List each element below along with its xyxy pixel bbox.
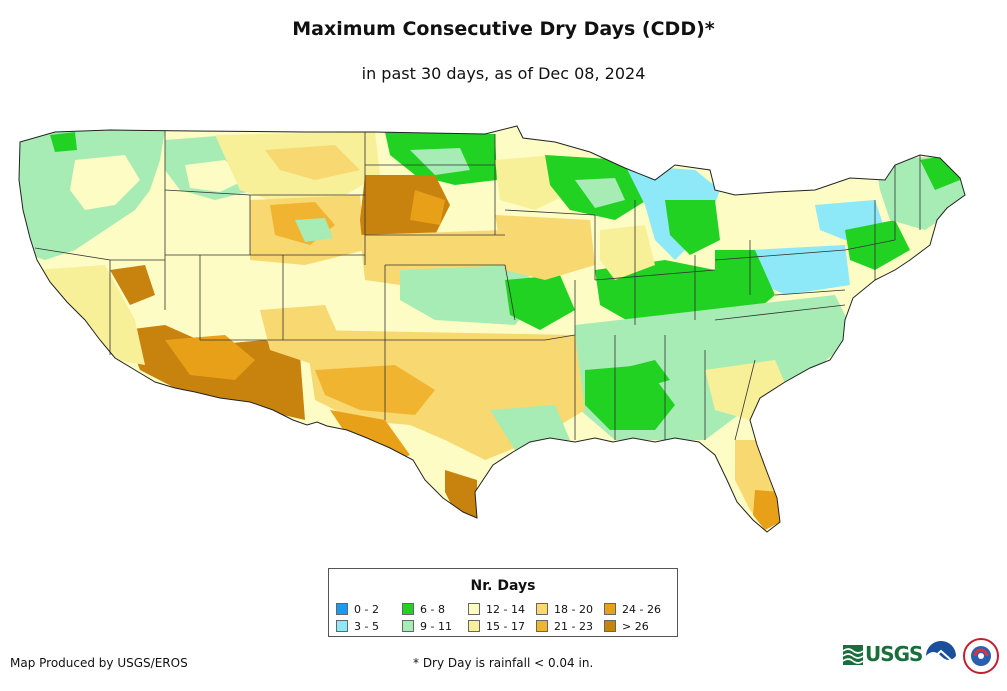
cdd-region <box>575 178 625 208</box>
map-panel <box>15 120 990 540</box>
legend-item: 0 - 2 <box>336 603 379 616</box>
legend-item: 21 - 23 <box>536 620 593 633</box>
usgs-wordmark: USGS <box>865 642 923 666</box>
legend-label: 12 - 14 <box>486 603 525 616</box>
cdd-region <box>753 490 780 530</box>
legend-item: > 26 <box>604 620 649 633</box>
legend-label: 15 - 17 <box>486 620 525 633</box>
cdd-region <box>600 225 655 280</box>
cdd-region <box>410 148 470 175</box>
legend-swatch <box>604 620 616 632</box>
cdd-region <box>665 200 720 255</box>
cdd-region <box>615 360 670 390</box>
legend-item: 15 - 17 <box>468 620 525 633</box>
legend-label: > 26 <box>622 620 649 633</box>
legend-swatch <box>468 603 480 615</box>
legend-item: 24 - 26 <box>604 603 661 616</box>
legend-swatch <box>604 603 616 615</box>
legend-swatch <box>468 620 480 632</box>
legend-item: 6 - 8 <box>402 603 445 616</box>
legend-label: 0 - 2 <box>354 603 379 616</box>
legend-swatch <box>536 620 548 632</box>
noaa-logo <box>926 641 956 672</box>
legend-label: 9 - 11 <box>420 620 452 633</box>
legend-title: Nr. Days <box>470 578 536 594</box>
cdd-region <box>50 132 77 152</box>
credit-text: Map Produced by USGS/EROS <box>10 656 188 670</box>
cdd-region <box>265 145 360 180</box>
cdd-region <box>70 155 140 210</box>
cdd-region <box>110 265 155 305</box>
cdd-region <box>295 218 333 242</box>
map-subtitle: in past 30 days, as of Dec 08, 2024 <box>361 64 646 83</box>
legend-item: 12 - 14 <box>468 603 525 616</box>
nws-logo <box>963 638 999 674</box>
cdd-region <box>165 335 255 380</box>
cdd-region <box>35 265 145 365</box>
map-title: Maximum Consecutive Dry Days (CDD)* <box>292 18 715 40</box>
usgs-logo: USGS <box>843 642 923 668</box>
state-borders <box>34 131 921 441</box>
conus-map <box>18 125 966 533</box>
cdd-region <box>845 220 910 270</box>
legend-label: 18 - 20 <box>554 603 593 616</box>
cdd-region <box>505 275 575 330</box>
cdd-region <box>495 215 595 280</box>
legend-item: 3 - 5 <box>336 620 379 633</box>
usgs-wave-icon <box>843 645 863 665</box>
legend-label: 21 - 23 <box>554 620 593 633</box>
legend: Nr. Days 0 - 2 3 - 5 6 - 8 9 - 11 12 - 14 15 … <box>328 568 678 637</box>
cdd-data-layer <box>19 130 965 530</box>
legend-swatch <box>536 603 548 615</box>
cdd-region <box>410 190 445 225</box>
legend-item: 18 - 20 <box>536 603 593 616</box>
legend-swatch <box>402 603 414 615</box>
cdd-region <box>750 245 850 295</box>
legend-item: 9 - 11 <box>402 620 452 633</box>
cdd-region <box>315 365 435 415</box>
legend-swatch <box>336 620 348 632</box>
cdd-region <box>715 250 775 320</box>
legend-swatch <box>336 603 348 615</box>
legend-swatch <box>402 620 414 632</box>
legend-label: 24 - 26 <box>622 603 661 616</box>
footnote-text: * Dry Day is rainfall < 0.04 in. <box>413 656 594 670</box>
legend-label: 6 - 8 <box>420 603 445 616</box>
legend-label: 3 - 5 <box>354 620 379 633</box>
